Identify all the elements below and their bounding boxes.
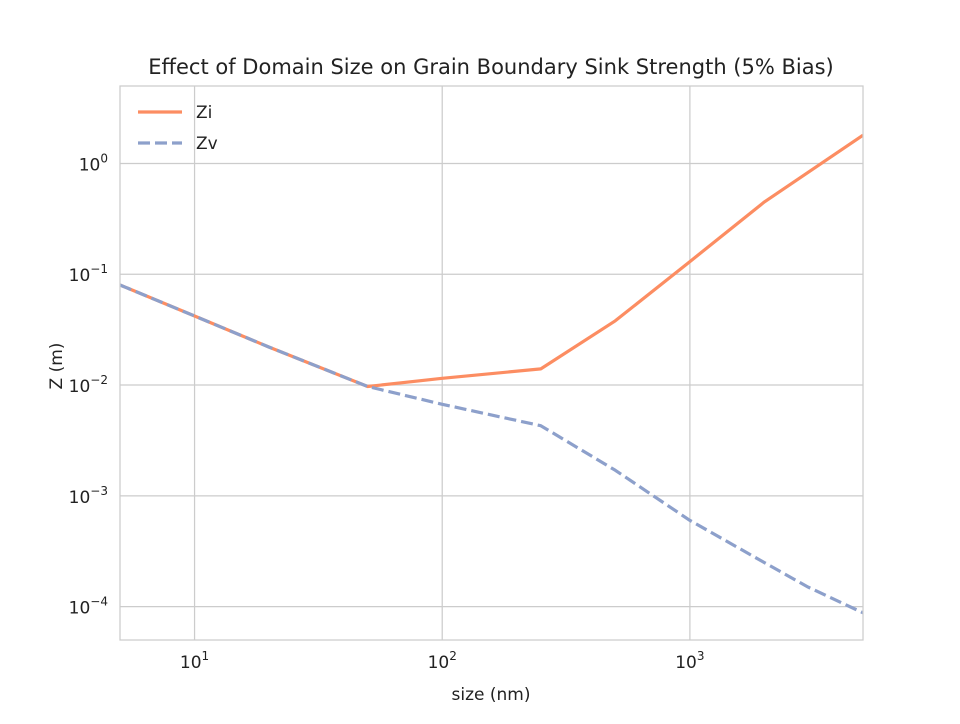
- legend: Zi Zv: [138, 103, 218, 154]
- y-tick-labels: 10−4 10−3 10−2 10−1 100: [69, 151, 108, 618]
- series-layer: [120, 133, 863, 615]
- y-tick-label-4: 100: [79, 151, 108, 175]
- x-tick-labels: 101 102 103: [180, 649, 705, 673]
- y-tick-label-3: 10−1: [69, 262, 108, 286]
- y-tick-label-2: 10−2: [69, 373, 108, 397]
- legend-label-zi: Zi: [196, 103, 212, 123]
- chart-title: Effect of Domain Size on Grain Boundary …: [148, 55, 833, 79]
- y-tick-label-1: 10−3: [69, 484, 108, 508]
- grid-lines: [120, 86, 863, 640]
- y-tick-label-0: 10−4: [69, 595, 108, 619]
- legend-label-zv: Zv: [196, 134, 218, 154]
- y-axis-label: Z (m): [47, 343, 67, 390]
- x-tick-label-1: 102: [428, 649, 457, 673]
- x-tick-label-0: 101: [180, 649, 209, 673]
- plot-area: [120, 86, 863, 640]
- x-axis-label: size (nm): [452, 685, 531, 705]
- x-tick-label-2: 103: [675, 649, 704, 673]
- plot-frame: [119, 85, 864, 641]
- series-line-zv: [120, 283, 863, 615]
